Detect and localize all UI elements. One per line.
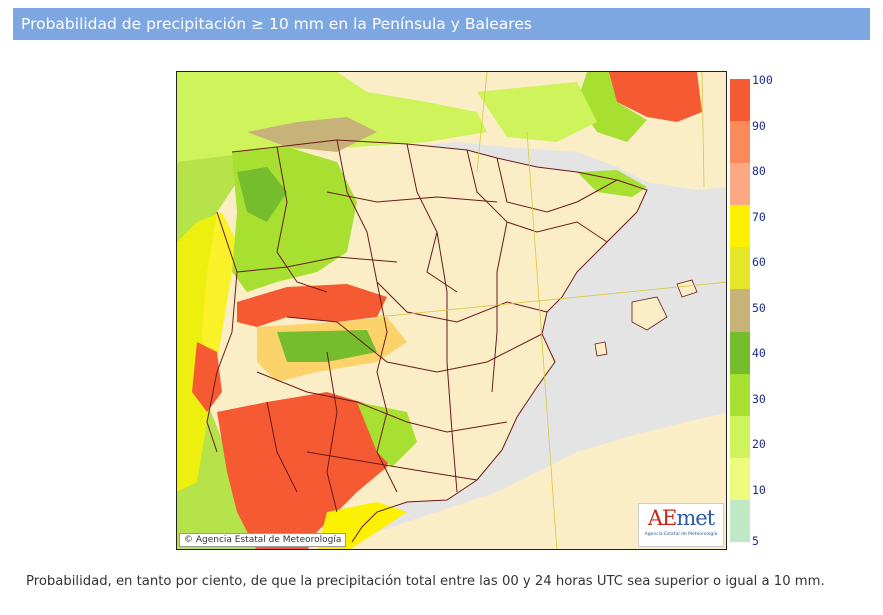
pyrenees-area xyxy=(577,170,647,197)
legend-label: 5 xyxy=(752,534,759,548)
legend-color-box xyxy=(730,457,750,500)
legend-color-box xyxy=(730,121,750,164)
legend-label: 80 xyxy=(752,164,766,178)
andalusia-red-area xyxy=(217,392,397,549)
legend-color-box xyxy=(730,415,750,458)
legend-label: 30 xyxy=(752,392,766,406)
africa-land xyxy=(350,412,726,549)
legend-label: 40 xyxy=(752,346,766,360)
aemet-logo-subtitle: Agencia Estatal de Meteorología xyxy=(644,532,718,537)
ne-red-area xyxy=(607,72,702,122)
legend-label: 90 xyxy=(752,119,766,133)
legend-color-box xyxy=(730,373,750,416)
galicia-dark-area xyxy=(237,167,287,222)
map-caption: Probabilidad, en tanto por ciento, de qu… xyxy=(26,574,825,589)
france-lightgreen-area xyxy=(477,82,597,142)
legend-label: 100 xyxy=(752,73,773,87)
legend-label: 60 xyxy=(752,255,766,269)
legend-color-box xyxy=(730,499,750,542)
aemet-logo: AEmet Agencia Estatal de Meteorología xyxy=(638,503,724,547)
ibiza-island xyxy=(594,341,608,357)
legend-color-box xyxy=(730,163,750,206)
legend-color-box xyxy=(730,289,750,332)
central-green-band xyxy=(277,330,377,362)
legend-label: 70 xyxy=(752,210,766,224)
biscay-area xyxy=(177,72,487,162)
page-title: Probabilidad de precipitación ≥ 10 mm en… xyxy=(21,15,532,33)
central-red-band xyxy=(237,284,387,327)
page-header: Probabilidad de precipitación ≥ 10 mm en… xyxy=(13,8,870,40)
aemet-logo-word: AEmet xyxy=(647,506,715,530)
precipitation-map: © Agencia Estatal de Meteorología AEmet … xyxy=(176,71,727,550)
province-borders xyxy=(206,139,648,543)
legend-label: 20 xyxy=(752,437,766,451)
legend-color-box xyxy=(730,331,750,374)
biscay-tan-area xyxy=(247,117,377,152)
legend-color-box xyxy=(730,79,750,122)
graticule-lines xyxy=(376,72,726,549)
andalusia-green-area xyxy=(357,402,417,467)
portugal-red-area xyxy=(192,342,222,412)
legend-color-box xyxy=(730,205,750,248)
map-canvas xyxy=(177,72,726,549)
probability-legend xyxy=(730,79,750,542)
legend-label: 10 xyxy=(752,483,766,497)
mallorca-island xyxy=(631,296,668,331)
legend-label: 50 xyxy=(752,301,766,315)
legend-color-box xyxy=(730,247,750,290)
ne-green-area xyxy=(577,72,647,142)
copyright-notice: © Agencia Estatal de Meteorología xyxy=(179,533,347,547)
menorca-island xyxy=(676,279,698,298)
